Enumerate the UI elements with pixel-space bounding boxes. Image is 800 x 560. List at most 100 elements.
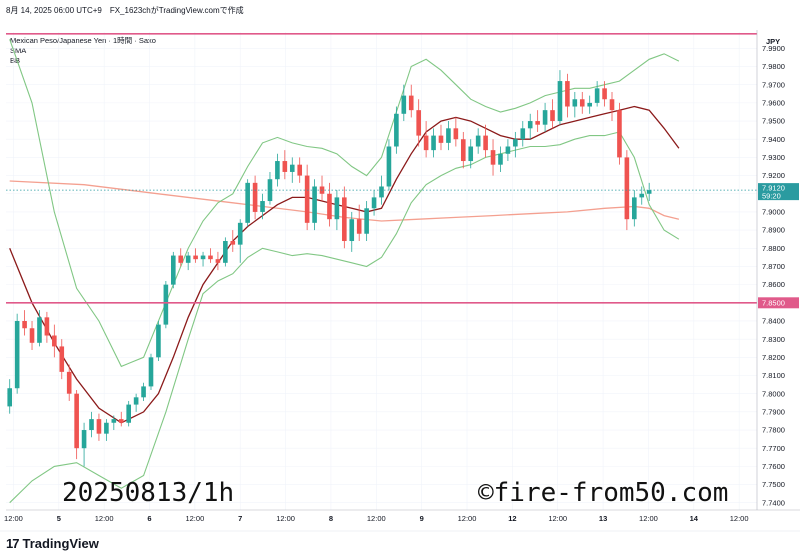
price-tick-label: 7.8000 bbox=[762, 389, 785, 398]
candle-body bbox=[550, 110, 555, 122]
candle-body bbox=[505, 146, 511, 154]
candle-body bbox=[297, 164, 303, 176]
candle-body bbox=[237, 222, 243, 245]
candle-body bbox=[498, 153, 503, 165]
time-tick-label: 12:00 bbox=[185, 514, 204, 523]
candle-body bbox=[104, 422, 109, 434]
tradingview-brand: TradingView bbox=[22, 536, 99, 551]
candle-body bbox=[334, 197, 340, 220]
candle-body bbox=[289, 164, 295, 172]
price-tick-label: 7.7400 bbox=[762, 498, 785, 507]
tradingview-footer[interactable]: 17 TradingView bbox=[6, 536, 99, 551]
time-tick-label: 13 bbox=[599, 514, 607, 523]
price-tick-label: 7.9300 bbox=[762, 153, 785, 162]
grid-lines bbox=[6, 32, 757, 510]
candle-body bbox=[557, 81, 563, 122]
price-tick-label: 7.8700 bbox=[762, 262, 785, 271]
time-tick-label: 9 bbox=[420, 514, 424, 523]
candle-body bbox=[446, 128, 451, 143]
last-price-tag bbox=[758, 183, 799, 201]
candle-body bbox=[96, 419, 102, 434]
candle-body bbox=[200, 255, 206, 260]
candle-body bbox=[438, 135, 444, 143]
candle-body bbox=[148, 357, 154, 387]
candle-body bbox=[617, 110, 622, 158]
candle-body bbox=[394, 113, 399, 147]
candle-body bbox=[379, 186, 384, 198]
price-tick-label: 7.7600 bbox=[762, 462, 785, 471]
candle-body bbox=[29, 328, 35, 343]
candle-body bbox=[37, 317, 42, 343]
indicator-sma-label[interactable]: SMA bbox=[10, 46, 27, 55]
time-axis: 12:00 5 12:00 6 12:00 7 12:00 8 12:00 9 12:00 12 12:… bbox=[0, 509, 800, 532]
candle-body bbox=[230, 241, 236, 245]
chart-legend: Mexican Peso/Japanese Yen · 1時間 · Saxo S… bbox=[10, 36, 156, 66]
candle-body bbox=[624, 157, 630, 220]
level-price-tag bbox=[758, 297, 799, 309]
time-tick-label: 12 bbox=[508, 514, 516, 523]
indicator-bb-label[interactable]: BB bbox=[10, 56, 21, 65]
candle-body bbox=[520, 128, 526, 140]
candle-body bbox=[349, 219, 355, 242]
time-tick-label: 5 bbox=[57, 514, 61, 523]
time-tick-label: 12:00 bbox=[730, 514, 749, 523]
price-tick-label: 7.9200 bbox=[762, 171, 785, 180]
candle-body bbox=[513, 139, 518, 147]
chart-caption: 8月 14, 2025 06:00 UTC+9 FX_1623chがTradin… bbox=[6, 6, 244, 15]
symbol-title[interactable]: Mexican Peso/Japanese Yen · 1時間 · Saxo bbox=[10, 36, 156, 45]
candle-body bbox=[111, 419, 117, 423]
price-axis-bg bbox=[757, 32, 800, 510]
candle-body bbox=[223, 241, 228, 263]
candle-body bbox=[52, 335, 57, 347]
price-tick-label: 7.7700 bbox=[762, 444, 785, 453]
candle-body bbox=[572, 99, 578, 107]
candle-body bbox=[542, 110, 548, 125]
candle-body bbox=[260, 201, 265, 212]
candle-body bbox=[282, 161, 288, 172]
candle-body bbox=[632, 197, 637, 220]
candle-body bbox=[386, 146, 392, 187]
time-tick-label: 7 bbox=[238, 514, 242, 523]
candle-body bbox=[401, 95, 407, 114]
candle-body bbox=[453, 128, 459, 140]
candle-body bbox=[245, 182, 250, 223]
candle-body bbox=[431, 135, 436, 151]
watermark-site: ©fire-from50.com bbox=[478, 478, 729, 508]
time-tick-label: 8 bbox=[329, 514, 333, 523]
candle-body bbox=[7, 388, 13, 407]
bollinger-lower-line bbox=[9, 131, 680, 504]
candle-body bbox=[490, 150, 496, 165]
price-tick-label: 7.9400 bbox=[762, 135, 785, 144]
candle-body bbox=[565, 81, 570, 107]
candle-body bbox=[468, 146, 474, 162]
candle-body bbox=[535, 121, 540, 125]
price-tick-label: 7.8600 bbox=[762, 280, 785, 289]
candle-body bbox=[208, 255, 213, 260]
candle-body bbox=[371, 197, 377, 209]
candle-body bbox=[193, 255, 198, 260]
candle-body bbox=[215, 259, 221, 263]
candle-body bbox=[89, 419, 94, 431]
candle-body bbox=[475, 135, 481, 147]
candle-body bbox=[327, 193, 332, 220]
watermark-date: 20250813/1h bbox=[62, 478, 235, 508]
candle-body bbox=[460, 139, 466, 162]
time-tick-label: 12:00 bbox=[95, 514, 114, 523]
candle-body bbox=[587, 102, 593, 107]
candle-body bbox=[602, 88, 607, 100]
price-tick-label: 7.9900 bbox=[762, 44, 785, 53]
candle-body bbox=[74, 393, 79, 449]
candle-body bbox=[185, 255, 191, 263]
candle-body bbox=[118, 419, 124, 423]
candle-body bbox=[483, 135, 488, 151]
price-tick-label: 7.8400 bbox=[762, 317, 785, 326]
price-tick-label: 7.9800 bbox=[762, 62, 785, 71]
candle-body bbox=[14, 320, 20, 389]
time-tick-label: 12:00 bbox=[4, 514, 23, 523]
candle-body bbox=[416, 110, 421, 136]
candle-body bbox=[170, 255, 176, 285]
candle-body bbox=[364, 208, 369, 234]
candle-body bbox=[646, 190, 652, 194]
currency-label: JPY bbox=[766, 37, 780, 46]
